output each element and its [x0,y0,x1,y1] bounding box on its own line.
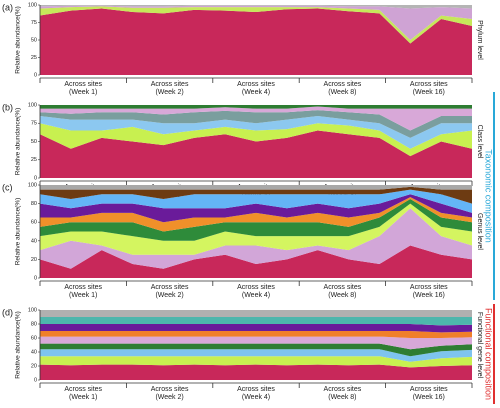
group-label: (Week 8) [328,394,356,401]
panel-label: (c) [2,182,13,192]
group-label: Across sites [64,81,102,88]
area [40,364,472,380]
level-label: Phylum level [476,20,483,60]
group-label: (Week 1) [69,292,97,299]
area [40,331,472,338]
y-tick-label: 75 [31,20,37,26]
y-tick-label: 0 [34,72,37,78]
group-label: Across sites [410,284,448,291]
y-tick-label: 100 [28,2,37,8]
y-axis-label: Relative abundance(%) [15,311,22,379]
y-tick-label: 50 [31,37,37,43]
y-tick-label: 40 [31,238,37,244]
group-label: Across sites [410,386,448,393]
y-tick-label: 0 [34,377,37,383]
group-label: Across sites [151,284,189,291]
group-label: (Week 4) [242,394,270,401]
y-axis-label: Relative abundance(%) [15,198,22,266]
area [40,105,472,109]
area [40,130,472,178]
area [40,349,472,362]
group-label: Across sites [324,386,362,393]
group-label: (Week 1) [69,394,97,401]
area [40,317,472,326]
level-label: Functional gene level [476,312,483,379]
area [40,203,472,255]
area [40,310,472,317]
area [40,189,472,213]
y-tick-label: 60 [31,335,37,341]
group-label: Across sites [64,284,102,291]
group-label: (Week 2) [155,292,183,299]
taxonomic-label: Taxonomic composition [484,149,494,243]
group-label: Across sites [410,81,448,88]
area [40,5,472,40]
group-label: Across sites [324,81,362,88]
area [40,123,472,157]
y-tick-label: 60 [31,220,37,226]
group-label: (Week 1) [69,89,97,96]
panel-label: (a) [2,2,13,12]
group-label: Across sites [237,81,275,88]
area [40,208,472,269]
y-axis-label: Relative abundance(%) [15,108,22,176]
y-tick-label: 25 [31,55,37,61]
group-label: Across sites [237,284,275,291]
y-axis-label: Relative abundance(%) [15,6,22,74]
group-label: (Week 2) [155,89,183,96]
area [40,115,472,149]
area [40,106,472,131]
area [40,186,472,204]
area [40,5,472,9]
group-label: (Week 4) [242,292,270,299]
y-tick-label: 25 [31,157,37,163]
level-label: Class level [476,125,483,159]
area [40,324,472,333]
y-tick-label: 75 [31,121,37,127]
area [40,343,472,357]
group-label: Across sites [151,386,189,393]
functional-label: Functional composition [484,308,494,400]
area [40,110,472,138]
area [40,336,472,350]
group-label: (Week 16) [413,292,445,299]
group-label: (Week 2) [155,394,183,401]
y-tick-label: 20 [31,363,37,369]
y-tick-label: 100 [28,182,37,188]
y-tick-label: 80 [31,201,37,207]
panel-label: (b) [2,102,13,112]
y-tick-label: 0 [34,175,37,181]
group-label: Across sites [324,284,362,291]
group-label: (Week 8) [328,89,356,96]
y-tick-label: 50 [31,139,37,145]
group-label: (Week 8) [328,292,356,299]
group-label: (Week 16) [413,89,445,96]
group-label: Across sites [237,386,275,393]
group-label: (Week 16) [413,394,445,401]
y-tick-label: 80 [31,321,37,327]
area [40,198,472,241]
y-tick-label: 100 [28,102,37,108]
y-tick-label: 20 [31,257,37,263]
area [40,194,472,223]
area [40,8,472,75]
area [40,197,472,232]
y-tick-label: 40 [31,349,37,355]
y-tick-label: 0 [34,275,37,281]
group-label: Across sites [64,386,102,393]
group-label: (Week 4) [242,89,270,96]
area [40,185,472,190]
panel-label: (d) [2,307,13,317]
group-label: Across sites [151,81,189,88]
level-label: Genus level [476,213,483,250]
area [40,245,472,278]
y-tick-label: 100 [28,307,37,313]
area [40,356,472,368]
